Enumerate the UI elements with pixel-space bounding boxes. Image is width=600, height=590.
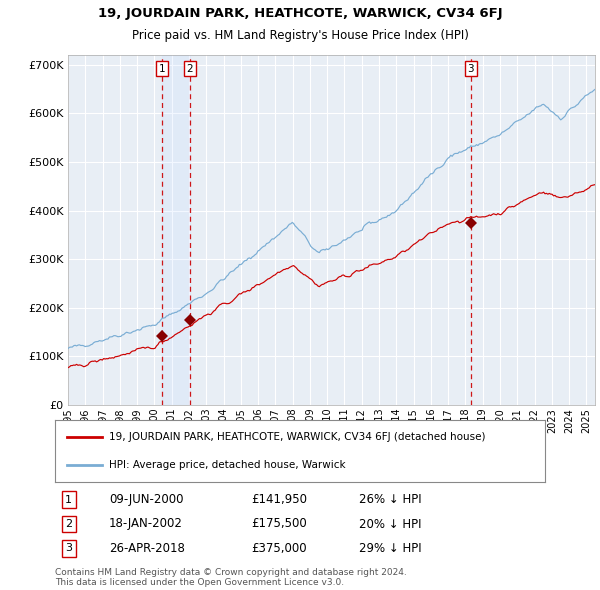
Text: 2: 2 xyxy=(187,64,193,74)
Text: 19, JOURDAIN PARK, HEATHCOTE, WARWICK, CV34 6FJ: 19, JOURDAIN PARK, HEATHCOTE, WARWICK, C… xyxy=(98,6,502,19)
Text: 2: 2 xyxy=(65,519,72,529)
Text: 1: 1 xyxy=(65,494,72,504)
Text: £175,500: £175,500 xyxy=(251,517,307,530)
Text: 1: 1 xyxy=(158,64,166,74)
Text: 29% ↓ HPI: 29% ↓ HPI xyxy=(359,542,421,555)
Text: Contains HM Land Registry data © Crown copyright and database right 2024.
This d: Contains HM Land Registry data © Crown c… xyxy=(55,568,407,588)
Text: HPI: Average price, detached house, Warwick: HPI: Average price, detached house, Warw… xyxy=(109,460,346,470)
Text: 26-APR-2018: 26-APR-2018 xyxy=(109,542,185,555)
Text: 26% ↓ HPI: 26% ↓ HPI xyxy=(359,493,421,506)
Text: Price paid vs. HM Land Registry's House Price Index (HPI): Price paid vs. HM Land Registry's House … xyxy=(131,28,469,41)
Text: 09-JUN-2000: 09-JUN-2000 xyxy=(109,493,184,506)
Text: £141,950: £141,950 xyxy=(251,493,307,506)
Bar xyxy=(162,55,190,405)
Text: 3: 3 xyxy=(467,64,474,74)
Text: 18-JAN-2002: 18-JAN-2002 xyxy=(109,517,183,530)
Text: 3: 3 xyxy=(65,543,72,553)
Text: 20% ↓ HPI: 20% ↓ HPI xyxy=(359,517,421,530)
Text: 19, JOURDAIN PARK, HEATHCOTE, WARWICK, CV34 6FJ (detached house): 19, JOURDAIN PARK, HEATHCOTE, WARWICK, C… xyxy=(109,432,485,442)
Text: £375,000: £375,000 xyxy=(251,542,307,555)
